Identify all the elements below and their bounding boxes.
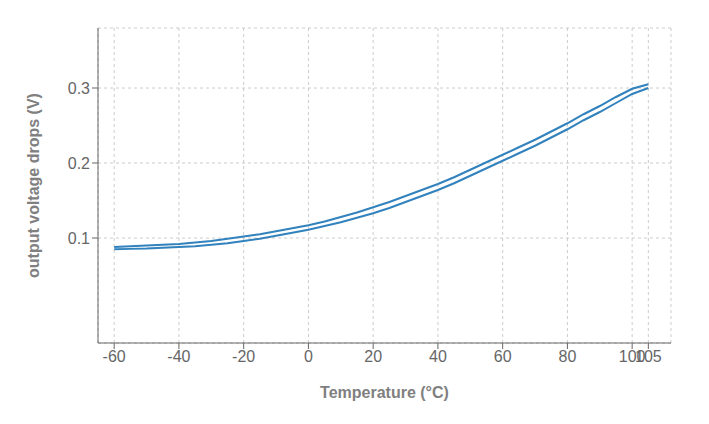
svg-text:-60: -60 — [103, 348, 126, 365]
svg-text:Temperature (°C): Temperature (°C) — [320, 384, 449, 401]
svg-text:20: 20 — [364, 348, 382, 365]
svg-text:0.1: 0.1 — [68, 230, 90, 247]
svg-text:-40: -40 — [167, 348, 190, 365]
svg-text:40: 40 — [429, 348, 447, 365]
svg-text:0.3: 0.3 — [68, 80, 90, 97]
svg-text:0: 0 — [304, 348, 313, 365]
svg-text:60: 60 — [494, 348, 512, 365]
svg-text:80: 80 — [559, 348, 577, 365]
svg-text:100: 100 — [618, 348, 646, 366]
svg-text:output voltage drops (V): output voltage drops (V) — [25, 93, 42, 278]
svg-text:105: 105 — [635, 348, 662, 365]
svg-text:-20: -20 — [232, 348, 255, 365]
svg-text:0.2: 0.2 — [68, 155, 90, 172]
